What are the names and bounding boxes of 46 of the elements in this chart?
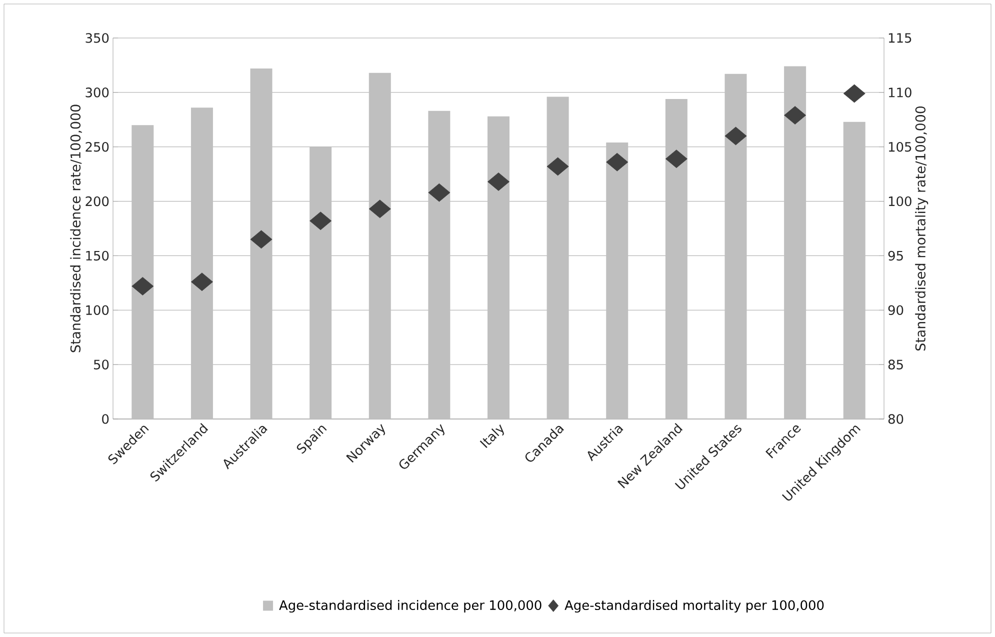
point bbox=[190, 272, 213, 292]
point bbox=[606, 152, 628, 172]
bar bbox=[488, 116, 510, 420]
y2-tick-label: 90 bbox=[888, 305, 904, 316]
bar bbox=[665, 98, 688, 420]
y2-tick-label: 85 bbox=[888, 360, 903, 370]
point bbox=[546, 157, 569, 176]
y2-tick-label: 100 bbox=[888, 196, 912, 206]
y-tick-label: 200 bbox=[86, 196, 109, 206]
bar bbox=[784, 66, 806, 420]
y2-tick-label: 95 bbox=[888, 250, 903, 261]
y-axis-title: Standardised incidence rate/100,000 bbox=[70, 104, 82, 352]
bar bbox=[724, 74, 747, 420]
y2-tick-label: 110 bbox=[888, 88, 912, 98]
y2-tick-label: 105 bbox=[888, 142, 912, 152]
point bbox=[368, 200, 391, 218]
legend-label: Age-standardised incidence per 100,000 bbox=[279, 600, 542, 613]
point bbox=[665, 150, 688, 168]
y2-tick-label: 115 bbox=[888, 33, 912, 43]
point bbox=[724, 126, 747, 146]
bar bbox=[368, 72, 391, 420]
bar bbox=[843, 122, 866, 420]
y-tick-label: 50 bbox=[94, 360, 109, 370]
y-tick-label: 300 bbox=[86, 88, 109, 98]
point bbox=[428, 183, 450, 202]
bar bbox=[546, 96, 569, 420]
bar bbox=[310, 146, 332, 420]
point bbox=[843, 84, 866, 103]
y-tick-label: 0 bbox=[102, 414, 109, 424]
point bbox=[132, 276, 154, 296]
point bbox=[310, 212, 332, 230]
point bbox=[784, 106, 806, 124]
point bbox=[250, 230, 272, 249]
y-tick-label: 100 bbox=[86, 305, 109, 316]
y-tick-label: 150 bbox=[86, 250, 109, 261]
legend-label: Age-standardised mortality per 100,000 bbox=[564, 600, 824, 613]
bar bbox=[132, 125, 154, 420]
bar bbox=[606, 142, 628, 420]
y-tick-label: 350 bbox=[86, 33, 109, 43]
bar bbox=[250, 68, 272, 420]
point bbox=[488, 172, 510, 191]
y-tick-label: 250 bbox=[86, 142, 109, 152]
bar bbox=[190, 108, 213, 420]
y2-axis-title: Standardised mortality rate/100,000 bbox=[915, 106, 928, 351]
y2-tick-label: 80 bbox=[888, 414, 904, 424]
bar bbox=[428, 110, 450, 420]
